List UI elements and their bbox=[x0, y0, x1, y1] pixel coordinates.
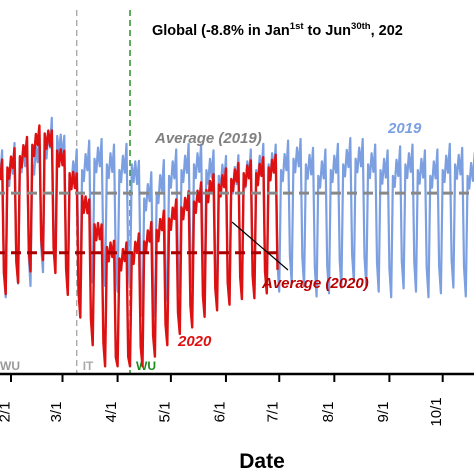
event-label: IT bbox=[83, 359, 94, 373]
average-2019-label: Average (2019) bbox=[154, 130, 262, 147]
x-tick-label: 9/1 bbox=[375, 402, 392, 423]
x-tick-label: 6/1 bbox=[211, 402, 228, 423]
plot-area: WU IT WU bbox=[0, 10, 474, 374]
chart-title: Global (-8.8% in Jan1st to Jun30th, 202 bbox=[152, 21, 403, 39]
x-tick-label: 4/1 bbox=[103, 402, 120, 423]
title-prefix: Global (-8.8% in Jan bbox=[152, 23, 290, 39]
x-tick-label: 10/1 bbox=[428, 397, 445, 426]
average-2020-label: Average (2020) bbox=[261, 275, 369, 292]
x-tick-label: 5/1 bbox=[156, 402, 173, 423]
title-sup1: 1st bbox=[290, 21, 305, 32]
event-label: WU bbox=[136, 359, 156, 373]
x-tick-label: 7/1 bbox=[265, 402, 282, 423]
series-label-2020: 2020 bbox=[177, 333, 212, 350]
series-label-2019: 2019 bbox=[387, 120, 422, 137]
average-2020-pointer bbox=[231, 221, 289, 271]
series-line-2019 bbox=[0, 116, 474, 318]
series-line-2020 bbox=[0, 124, 279, 368]
title-mid: to Jun bbox=[304, 23, 352, 39]
event-label: WU bbox=[0, 359, 20, 373]
title-sup2: 30th bbox=[351, 21, 371, 32]
series-lines bbox=[0, 116, 474, 368]
x-axis-title: Date bbox=[239, 450, 285, 473]
x-tick-label: 2/1 bbox=[0, 402, 13, 423]
x-tick-label: 8/1 bbox=[320, 402, 337, 423]
x-ticks: 2/1 3/1 4/1 5/1 6/1 7/1 8/1 9/1 10/1 bbox=[0, 374, 445, 427]
title-suffix: , 202 bbox=[371, 23, 403, 39]
x-tick-label: 3/1 bbox=[48, 402, 65, 423]
reference-lines bbox=[0, 191, 474, 255]
